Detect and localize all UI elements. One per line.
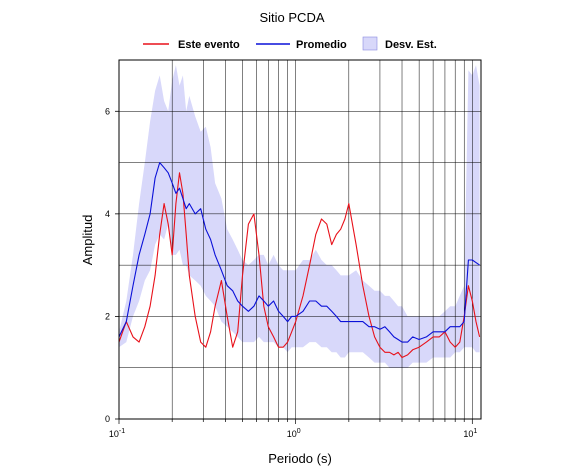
legend-swatch-desv-est	[362, 36, 378, 51]
legend-label-desv-est: Desv. Est.	[385, 39, 437, 51]
plot-frame	[118, 59, 482, 420]
x-tick-label: 10-1	[109, 428, 125, 439]
x-tick-label: 101	[463, 428, 477, 439]
series-line-0	[118, 172, 481, 359]
y-tick-label: 0	[105, 414, 110, 424]
x-axis-label: Periodo (s)	[268, 451, 332, 466]
plot-area	[119, 65, 480, 368]
std-dev-band	[119, 65, 480, 368]
y-tick-label: 2	[105, 311, 110, 321]
axis-ticks: 0 2 4 6 10-1 100 101	[105, 106, 477, 439]
grid	[118, 60, 481, 419]
x-tick-label: 100	[287, 428, 301, 439]
legend-label-promedio: Promedio	[296, 39, 347, 51]
legend-label-este-evento: Este evento	[178, 39, 240, 51]
chart-title: Sitio PCDA	[259, 10, 324, 25]
chart-legend: Este evento Promedio Desv. Est.	[143, 36, 437, 51]
y-tick-label: 6	[105, 106, 110, 116]
y-tick-label: 4	[105, 209, 110, 219]
y-axis-label: Amplitud	[80, 215, 95, 266]
series-lines	[118, 162, 481, 359]
series-line-1	[118, 162, 480, 343]
